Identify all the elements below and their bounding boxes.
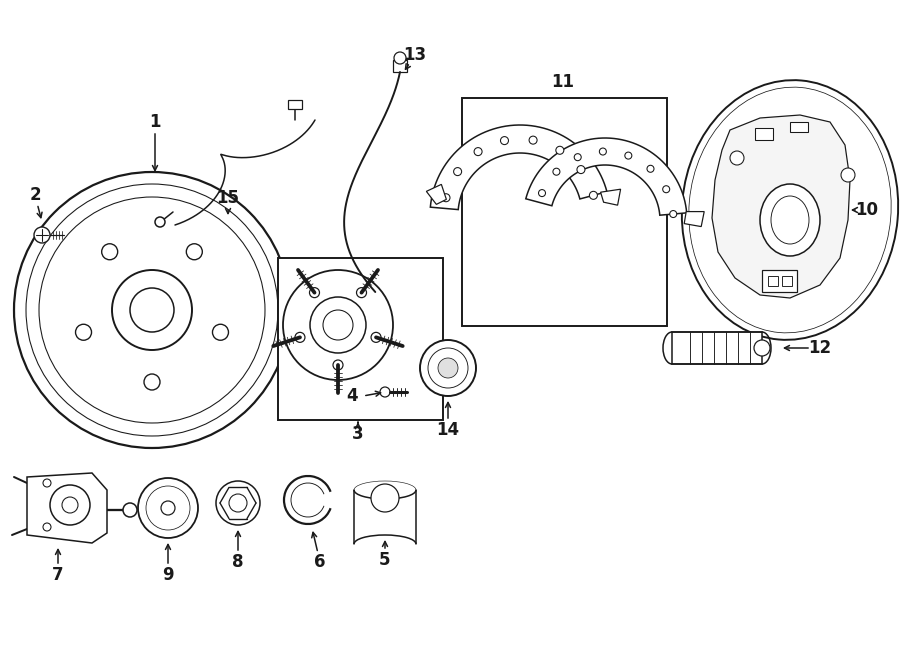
Circle shape [138, 478, 198, 538]
Text: 8: 8 [232, 553, 244, 571]
Circle shape [371, 332, 381, 342]
Circle shape [333, 360, 343, 370]
Bar [288, 100, 302, 109]
Bar [393, 60, 407, 72]
Circle shape [43, 523, 51, 531]
Text: 15: 15 [217, 189, 239, 207]
Polygon shape [430, 125, 607, 210]
Circle shape [144, 374, 160, 390]
Circle shape [310, 288, 320, 297]
Circle shape [216, 481, 260, 525]
Circle shape [283, 270, 393, 380]
Circle shape [474, 147, 482, 155]
Ellipse shape [760, 184, 820, 256]
Circle shape [730, 151, 744, 165]
Text: 1: 1 [149, 113, 161, 131]
Circle shape [123, 503, 137, 517]
Text: 6: 6 [314, 553, 326, 571]
Circle shape [599, 148, 607, 155]
Ellipse shape [682, 80, 898, 340]
Circle shape [577, 166, 585, 174]
Circle shape [112, 270, 192, 350]
Ellipse shape [771, 196, 809, 244]
Circle shape [229, 494, 247, 512]
Circle shape [841, 168, 855, 182]
Bar [672, 332, 762, 364]
Circle shape [420, 340, 476, 396]
Circle shape [43, 479, 51, 487]
Text: 9: 9 [162, 566, 174, 584]
Circle shape [590, 191, 598, 200]
Circle shape [323, 310, 353, 340]
Polygon shape [27, 473, 107, 543]
Ellipse shape [688, 87, 891, 333]
Circle shape [34, 227, 50, 243]
Circle shape [295, 332, 305, 342]
Circle shape [366, 300, 381, 314]
Bar [278, 258, 443, 420]
Circle shape [310, 297, 366, 353]
Circle shape [371, 484, 399, 512]
Circle shape [212, 325, 229, 340]
Circle shape [670, 211, 677, 217]
Circle shape [754, 340, 770, 356]
Polygon shape [526, 138, 687, 215]
Bar [790, 122, 808, 132]
Text: 2: 2 [29, 186, 40, 204]
Circle shape [155, 217, 165, 227]
Circle shape [102, 244, 118, 260]
Circle shape [454, 168, 462, 176]
Circle shape [161, 501, 175, 515]
Circle shape [39, 197, 265, 423]
Circle shape [14, 172, 290, 448]
Circle shape [130, 288, 174, 332]
Circle shape [553, 168, 560, 175]
Text: 14: 14 [436, 421, 460, 439]
Bar [782, 276, 792, 286]
Text: 4: 4 [346, 387, 358, 405]
Circle shape [556, 146, 563, 154]
Text: 7: 7 [52, 566, 64, 584]
Text: 13: 13 [403, 46, 427, 64]
Circle shape [380, 387, 390, 397]
Polygon shape [712, 115, 850, 298]
Polygon shape [427, 184, 446, 204]
Circle shape [26, 184, 278, 436]
Circle shape [529, 136, 537, 144]
Circle shape [625, 152, 632, 159]
Circle shape [146, 486, 190, 530]
Polygon shape [684, 212, 704, 227]
Bar [462, 98, 667, 326]
Circle shape [76, 325, 92, 340]
Polygon shape [600, 189, 621, 205]
Circle shape [500, 137, 508, 145]
Circle shape [50, 485, 90, 525]
Circle shape [394, 52, 406, 64]
Bar [768, 276, 778, 286]
Bar [762, 270, 797, 292]
Bar [755, 128, 773, 140]
Text: 11: 11 [552, 73, 574, 91]
Text: 10: 10 [856, 201, 878, 219]
Circle shape [442, 194, 450, 202]
Circle shape [438, 358, 458, 378]
Circle shape [647, 165, 654, 173]
Circle shape [356, 288, 366, 297]
Circle shape [574, 153, 581, 161]
Circle shape [538, 190, 545, 196]
Text: 12: 12 [808, 339, 832, 357]
Circle shape [662, 186, 670, 193]
Text: 5: 5 [379, 551, 391, 569]
Circle shape [428, 348, 468, 388]
Circle shape [62, 497, 78, 513]
Circle shape [186, 244, 202, 260]
Text: 3: 3 [352, 425, 364, 443]
